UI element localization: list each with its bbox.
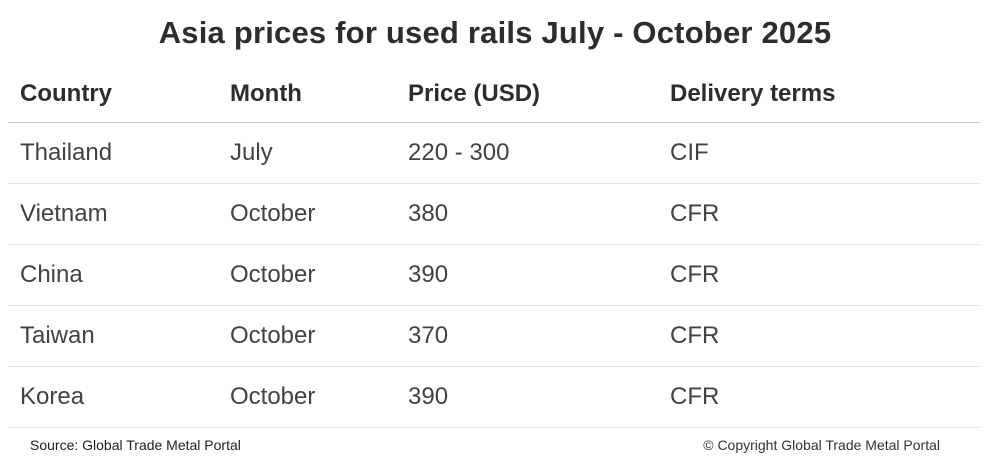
- cell-delivery-terms: CFR: [670, 383, 720, 410]
- cell-month: October: [230, 383, 316, 410]
- source-note: Source: Global Trade Metal Portal: [30, 436, 241, 453]
- table-row-taiwan: Taiwan October 370 CFR: [8, 306, 980, 367]
- column-header-price: Price (USD): [408, 80, 541, 107]
- cell-country: Korea: [20, 383, 85, 410]
- column-header-month: Month: [230, 80, 302, 107]
- column-header-delivery-terms: Delivery terms: [670, 80, 836, 107]
- column-header-country: Country: [20, 80, 112, 107]
- cell-country: China: [20, 261, 83, 288]
- cell-country: Vietnam: [20, 200, 108, 227]
- footer: Source: Global Trade Metal Portal © Copy…: [0, 428, 990, 463]
- cell-price: 380: [408, 200, 449, 227]
- cell-price: 390: [408, 383, 449, 410]
- cell-delivery-terms: CIF: [670, 139, 709, 166]
- cell-month: October: [230, 200, 316, 227]
- cell-delivery-terms: CFR: [670, 200, 720, 227]
- cell-price: 220 - 300: [408, 139, 510, 166]
- cell-country: Taiwan: [20, 322, 95, 349]
- page-title: Asia prices for used rails July - Octobe…: [158, 15, 832, 50]
- copyright-note: © Copyright Global Trade Metal Portal: [703, 436, 940, 453]
- cell-price: 370: [408, 322, 449, 349]
- cell-month: July: [230, 139, 273, 166]
- cell-month: October: [230, 322, 316, 349]
- table-row-vietnam: Vietnam October 380 CFR: [8, 184, 980, 245]
- cell-delivery-terms: CFR: [670, 261, 720, 288]
- cell-price: 390: [408, 261, 449, 288]
- table-header-row: Country Month Price (USD) Delivery terms: [8, 66, 980, 123]
- cell-delivery-terms: CFR: [670, 322, 720, 349]
- cell-month: October: [230, 261, 316, 288]
- table-row-korea: Korea October 390 CFR: [8, 367, 980, 428]
- table-row-thailand: Thailand July 220 - 300 CIF: [8, 123, 980, 184]
- cell-country: Thailand: [20, 139, 113, 166]
- table-row-china: China October 390 CFR: [8, 245, 980, 306]
- prices-table: Country Month Price (USD) Delivery terms…: [8, 66, 980, 428]
